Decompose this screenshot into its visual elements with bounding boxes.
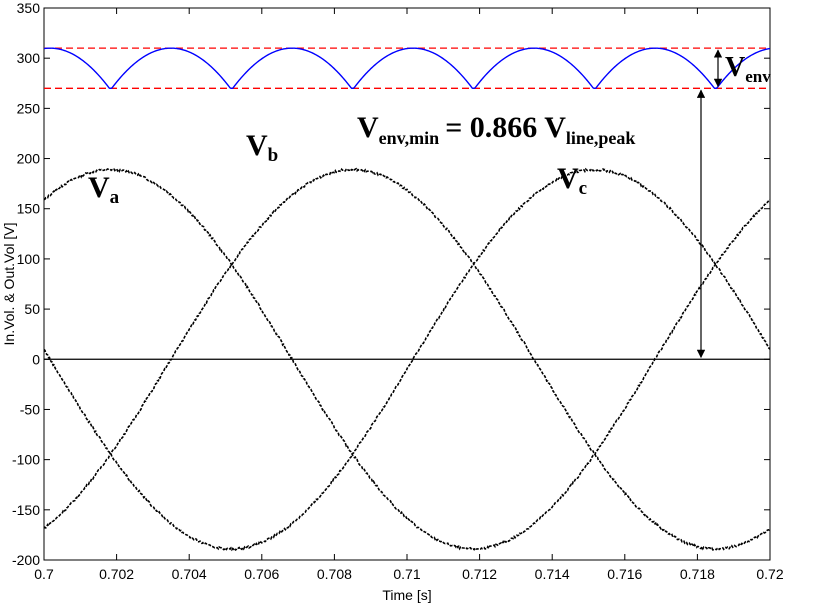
label-vb: Vb [246, 129, 278, 166]
series-line-v-c [43, 167, 771, 552]
x-tick-label: 0.704 [172, 566, 207, 582]
y-tick-label: -50 [20, 401, 40, 417]
label-vc: Vc [557, 162, 587, 199]
series-line-v-b [43, 167, 771, 551]
x-tick-label: 0.716 [607, 566, 642, 582]
series-group [43, 47, 771, 552]
y-axis-label: In.Vol. & Out.Vol [V] [1, 223, 17, 346]
x-tick-label: 0.712 [462, 566, 497, 582]
tick-labels: 0.7 0.702 0.704 0.706 0.708 0.71 0.712 0.714 0.7… [12, 0, 784, 582]
y-tick-label: -100 [12, 452, 40, 468]
y-tick-label: -200 [12, 552, 40, 568]
y-tick-label: 100 [17, 251, 41, 267]
arrow-annotations [696, 49, 723, 359]
x-tick-label: 0.72 [756, 566, 783, 582]
x-axis-label: Time [s] [382, 587, 431, 603]
label-va: Va [88, 171, 120, 208]
x-tick-label: 0.702 [99, 566, 134, 582]
plot-frame [43, 7, 771, 561]
y-tick-label: 350 [17, 0, 41, 16]
x-tick-label: 0.708 [317, 566, 352, 582]
tick-marks [43, 7, 771, 561]
label-venv: Venv [725, 52, 771, 86]
x-tick-label: 0.718 [680, 566, 715, 582]
x-tick-label: 0.7 [34, 566, 54, 582]
x-tick-label: 0.714 [535, 566, 570, 582]
series-line-v-env [43, 47, 771, 89]
y-tick-label: 50 [24, 301, 40, 317]
y-tick-label: 0 [32, 351, 40, 367]
y-tick-label: 200 [17, 151, 41, 167]
x-tick-label: 0.706 [244, 566, 279, 582]
formula-annotation: Venv,min = 0.866 Vline,peak [357, 111, 635, 148]
y-tick-label: 300 [17, 50, 41, 66]
series-line-v-a [43, 167, 771, 551]
x-tick-label: 0.71 [393, 566, 420, 582]
y-tick-label: 250 [17, 100, 41, 116]
y-tick-label: 150 [17, 201, 41, 217]
y-tick-label: -150 [12, 502, 40, 518]
